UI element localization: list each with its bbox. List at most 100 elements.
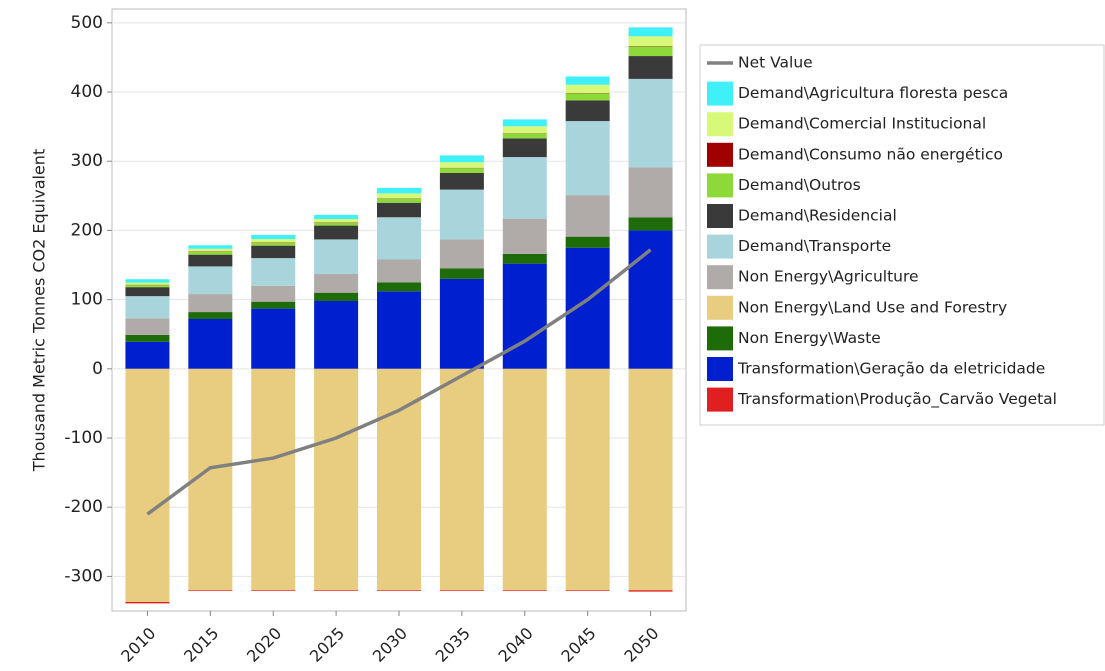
bar-segment	[628, 217, 673, 231]
x-tick-label: 2035	[432, 624, 474, 666]
bar-segment	[125, 318, 170, 335]
bar-segment	[314, 292, 359, 302]
legend-swatch	[707, 204, 733, 228]
bar-segment	[251, 245, 296, 259]
bar-segment	[314, 239, 359, 275]
legend-label: Demand\Agricultura floresta pesca	[738, 84, 1008, 102]
legend-swatch	[707, 326, 733, 351]
y-tick-label: 200	[71, 220, 103, 240]
x-tick-label: 2040	[495, 624, 537, 666]
bar-segment	[377, 217, 421, 260]
bar-segment	[251, 301, 296, 309]
bar-segment	[439, 368, 484, 591]
bar-segment	[188, 254, 233, 267]
bar-segment	[377, 282, 421, 292]
bar-segment	[188, 251, 233, 255]
bar-segment	[439, 155, 484, 163]
bar-segment	[439, 239, 484, 269]
bar-segment	[628, 46, 673, 57]
bar-segment	[188, 318, 233, 369]
bar-segment	[125, 368, 170, 603]
x-tick-label: 2010	[117, 624, 159, 666]
net-line	[146, 248, 652, 516]
x-tick-label: 2020	[243, 624, 285, 666]
legend-swatch	[707, 173, 733, 198]
bar-segment	[251, 234, 296, 240]
bar-segment	[565, 195, 610, 237]
bar-segment	[314, 225, 359, 240]
y-tick-label: 100	[71, 290, 103, 310]
legend-label: Transformation\Produção_Carvão Vegetal	[737, 390, 1057, 409]
legend-swatch	[707, 112, 733, 137]
legend-swatch	[707, 357, 733, 381]
bar-segment	[377, 590, 421, 591]
bar-segment	[314, 214, 359, 220]
bar-segment	[377, 291, 421, 369]
bar-segment	[125, 285, 170, 288]
legend-swatch	[707, 142, 733, 167]
bar-segment	[628, 368, 673, 591]
legend-box	[699, 44, 1105, 426]
legend-label: Non Energy\Land Use and Forestry	[738, 298, 1007, 316]
bar-segment	[188, 312, 233, 319]
bar-segment	[565, 84, 610, 94]
bar-segment	[628, 56, 673, 79]
bar-segment	[314, 222, 359, 226]
bar-segment	[439, 278, 484, 369]
legend-swatch	[707, 234, 733, 259]
bar-segment	[251, 590, 296, 591]
bar-segment	[251, 368, 296, 591]
y-tick-label: 500	[71, 13, 103, 33]
legend-swatch	[707, 81, 733, 106]
bar-segment	[439, 590, 484, 591]
y-axis-label: Thousand Metric Tonnes CO2 Equivalent	[30, 149, 49, 472]
bar-segment	[125, 334, 170, 342]
bar-segment	[628, 590, 673, 592]
bar-segment	[628, 36, 673, 47]
bar-segment	[565, 100, 610, 122]
bar-segment	[251, 308, 296, 369]
bar-segment	[628, 230, 673, 369]
bar-segment	[377, 368, 421, 591]
bar-segment	[314, 590, 359, 591]
legend-swatch	[707, 295, 733, 320]
bar-segment	[251, 242, 296, 246]
bar-segment	[628, 27, 673, 37]
legend-label: Demand\Comercial Institucional	[738, 115, 986, 133]
x-tick-label: 2025	[306, 624, 348, 666]
bar-segment	[439, 172, 484, 190]
bar-segment	[125, 282, 170, 285]
bar-segment	[502, 157, 547, 219]
y-tick-label: 300	[71, 151, 103, 171]
bar-segment	[314, 301, 359, 369]
bar-segment	[439, 189, 484, 240]
legend-label: Demand\Transporte	[738, 237, 891, 255]
bar-segment	[188, 294, 233, 313]
bar-segment	[314, 368, 359, 591]
bar-segment	[188, 266, 233, 295]
bar-segment	[628, 167, 673, 218]
bar-segment	[565, 76, 610, 85]
bar-segment	[125, 341, 170, 369]
y-tick-label: 0	[92, 359, 103, 379]
legend-label: Demand\Outros	[738, 176, 861, 194]
bar-segment	[188, 245, 233, 249]
bar-segment	[251, 285, 296, 302]
bar-segment	[439, 268, 484, 279]
bar-segment	[565, 590, 610, 591]
legend-label: Non Energy\Agriculture	[738, 268, 919, 286]
x-tick-label: 2050	[620, 624, 662, 666]
bar-segment	[502, 368, 547, 591]
y-tick-label: -200	[64, 497, 103, 517]
bar-segment	[502, 590, 547, 591]
bar-segment	[314, 274, 359, 293]
bar-segment	[439, 168, 484, 173]
bar-segment	[502, 133, 547, 139]
bar-segment	[565, 93, 610, 101]
bar-segment	[377, 259, 421, 283]
y-tick-label: 400	[71, 82, 103, 102]
bar-segment	[251, 258, 296, 286]
y-tick-label: -300	[64, 566, 103, 586]
x-tick-label: 2045	[557, 624, 599, 666]
